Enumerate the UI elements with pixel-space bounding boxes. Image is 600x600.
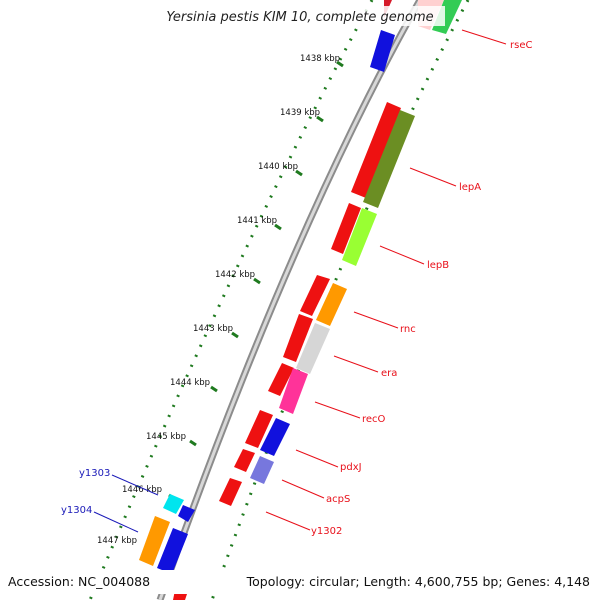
- gene-label-acpS: acpS: [326, 494, 350, 505]
- inner-dotted-ring: [210, 0, 470, 600]
- gene-label-y1303: y1303: [79, 468, 110, 479]
- footer-backdrop: [0, 570, 600, 594]
- kbp-label: 1442 kbp: [215, 270, 255, 280]
- cds-features-colored: [139, 30, 415, 574]
- gene-feature: [331, 203, 361, 254]
- kbp-label: 1446 kbp: [122, 485, 162, 495]
- accession-text: Accession: NC_004088: [8, 574, 150, 589]
- gene-feature: [139, 516, 170, 566]
- gene-label-y1304: y1304: [61, 505, 92, 516]
- gene-feature: [363, 110, 415, 208]
- gene-feature: [283, 314, 313, 362]
- kbp-label: 1441 kbp: [237, 216, 277, 226]
- gene-label-lepB: lepB: [427, 260, 449, 271]
- gene-feature: [245, 410, 273, 448]
- kbp-label: 1439 kbp: [280, 108, 320, 118]
- label-leaders-right: [265, 29, 507, 531]
- kbp-label: 1440 kbp: [258, 162, 298, 172]
- gene-label-rseC: rseC: [510, 40, 532, 51]
- kbp-label: 1444 kbp: [170, 378, 210, 388]
- gene-label-era: era: [381, 368, 397, 379]
- gene-feature: [296, 323, 330, 374]
- gene-label-recO: recO: [362, 414, 386, 425]
- gene-label-pdxJ: pdxJ: [340, 462, 362, 473]
- gene-feature: [219, 478, 242, 506]
- gene-feature: [351, 102, 401, 198]
- gene-feature: [163, 494, 184, 514]
- title-backdrop: [155, 6, 445, 26]
- gene-feature: [300, 275, 330, 316]
- gene-feature: [342, 208, 377, 266]
- gene-feature: [234, 449, 255, 472]
- gene-feature: [370, 30, 395, 72]
- gene-label-y1302: y1302: [311, 526, 342, 537]
- gene-feature: [260, 418, 290, 456]
- gene-label-rnc: rnc: [400, 324, 416, 335]
- kbp-label: 1447 kbp: [97, 536, 137, 546]
- kbp-label: 1443 kbp: [193, 324, 233, 334]
- cds-features-forward: [173, 0, 401, 600]
- kbp-label: 1445 kbp: [146, 432, 186, 442]
- kbp-label: 1438 kbp: [300, 54, 340, 64]
- gene-feature: [268, 363, 294, 396]
- label-leaders-left: [93, 474, 159, 533]
- gene-feature: [250, 456, 274, 484]
- gene-feature: [178, 505, 195, 522]
- genome-backbone: [156, 0, 424, 600]
- gene-feature: [157, 528, 188, 574]
- map-title: Yersinia pestis KIM 10, complete genome: [166, 10, 433, 25]
- topology-text: Topology: circular; Length: 4,600,755 bp…: [246, 574, 590, 589]
- gene-feature: [279, 368, 308, 414]
- gene-label-lepA: lepA: [459, 182, 481, 193]
- gene-feature: [316, 283, 347, 326]
